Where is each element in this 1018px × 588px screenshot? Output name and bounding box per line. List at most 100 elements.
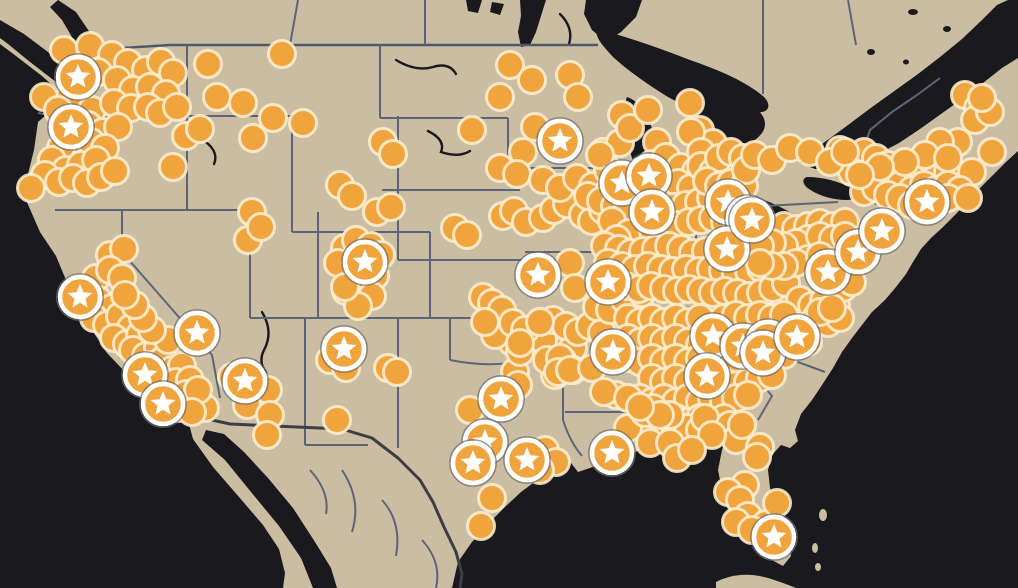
star-icon [636,163,662,187]
location-dot-marker[interactable] [495,50,525,80]
location-dot-marker[interactable] [185,114,215,144]
location-dot-marker[interactable] [977,137,1007,167]
lake-ontario [803,177,858,200]
lake-manitoba [466,0,482,13]
location-dot-marker[interactable] [967,83,997,113]
star-icon [352,249,378,273]
location-dot-marker[interactable] [238,123,268,153]
location-dot-marker[interactable] [830,137,860,167]
location-dot-marker[interactable] [890,147,920,177]
featured-city-star-marker[interactable] [320,325,368,373]
location-dot-marker[interactable] [109,234,139,264]
location-dot-marker[interactable] [733,380,763,410]
location-dot-marker[interactable] [322,405,352,435]
featured-city-star-marker[interactable] [683,352,731,400]
star-icon [750,340,776,364]
location-dot-marker[interactable] [697,420,727,450]
featured-city-star-marker[interactable] [477,375,525,423]
location-dot-marker[interactable] [258,103,288,133]
location-dot-marker[interactable] [382,357,412,387]
featured-city-star-marker[interactable] [173,309,221,357]
location-dot-marker[interactable] [246,212,276,242]
location-dot-marker[interactable] [502,159,532,189]
location-dot-marker[interactable] [162,92,192,122]
featured-city-star-marker[interactable] [628,188,676,236]
featured-city-star-marker[interactable] [773,313,821,361]
missouri-river [394,58,458,76]
location-dot-marker[interactable] [727,410,757,440]
location-dot-marker[interactable] [845,160,875,190]
location-dot-marker[interactable] [675,88,705,118]
location-dot-marker[interactable] [252,420,282,450]
location-dot-marker[interactable] [16,173,46,203]
location-dot-marker[interactable] [193,49,223,79]
location-dot-marker[interactable] [525,307,555,337]
star-icon [232,368,258,392]
featured-city-star-marker[interactable] [703,225,751,273]
featured-city-star-marker[interactable] [728,196,776,244]
location-dot-marker[interactable] [745,248,775,278]
location-dot-marker[interactable] [505,328,535,358]
featured-city-star-marker[interactable] [503,436,551,484]
star-icon [609,170,635,194]
featured-city-star-marker[interactable] [221,357,269,405]
location-dot-marker[interactable] [378,139,408,169]
location-dot-marker[interactable] [677,435,707,465]
featured-city-star-marker[interactable] [858,207,906,255]
location-dot-marker[interactable] [337,181,367,211]
strait-channel [0,20,66,82]
location-dot-marker[interactable] [457,115,487,145]
featured-city-star-marker[interactable] [750,513,798,561]
location-dot-marker[interactable] [517,65,547,95]
featured-city-star-marker[interactable] [54,53,102,101]
star-icon [600,339,626,363]
location-dot-marker[interactable] [953,183,983,213]
location-dot-marker[interactable] [202,82,232,112]
location-dot-marker[interactable] [477,483,507,513]
location-dot-marker[interactable] [625,392,655,422]
featured-city-star-marker[interactable] [341,238,389,286]
small-lake-canada [490,2,504,15]
location-dot-marker[interactable] [933,143,963,173]
featured-city-star-marker[interactable] [588,429,636,477]
location-dot-marker[interactable] [485,82,515,112]
featured-city-star-marker[interactable] [589,328,637,376]
featured-city-star-marker[interactable] [536,117,584,165]
location-dot-marker[interactable] [470,307,500,337]
location-dot-marker[interactable] [762,488,792,518]
featured-city-star-marker[interactable] [47,103,95,151]
location-dot-marker[interactable] [288,108,318,138]
location-dot-marker[interactable] [817,293,847,323]
location-dot-marker[interactable] [742,442,772,472]
featured-city-star-marker[interactable] [903,178,951,226]
star-icon [845,239,871,263]
location-dot-marker[interactable] [158,152,188,182]
location-dot-marker[interactable] [466,511,496,541]
featured-city-star-marker[interactable] [449,439,497,487]
location-dot-marker[interactable] [267,39,297,69]
cuba [716,574,796,588]
location-dot-marker[interactable] [110,280,140,310]
location-dot-marker[interactable] [563,82,593,112]
featured-city-star-marker[interactable] [56,273,104,321]
location-dot-marker[interactable] [615,113,645,143]
location-dot-marker[interactable] [452,220,482,250]
featured-city-star-marker[interactable] [584,258,632,306]
featured-city-star-marker[interactable] [139,380,187,428]
featured-city-star-marker[interactable] [514,251,562,299]
island-layer [716,509,827,588]
location-dot-marker[interactable] [103,112,133,142]
featured-city-star-marker[interactable] [739,329,787,377]
location-dot-marker[interactable] [100,156,130,186]
location-dot-marker[interactable] [585,140,615,170]
star-icon [599,440,625,464]
star-icon [132,362,158,386]
location-dot-marker[interactable] [633,95,663,125]
star-icon [58,114,84,138]
star-icon [460,450,486,474]
location-dot-marker[interactable] [376,192,406,222]
star-icon [761,524,787,548]
location-dot-marker[interactable] [228,88,258,118]
